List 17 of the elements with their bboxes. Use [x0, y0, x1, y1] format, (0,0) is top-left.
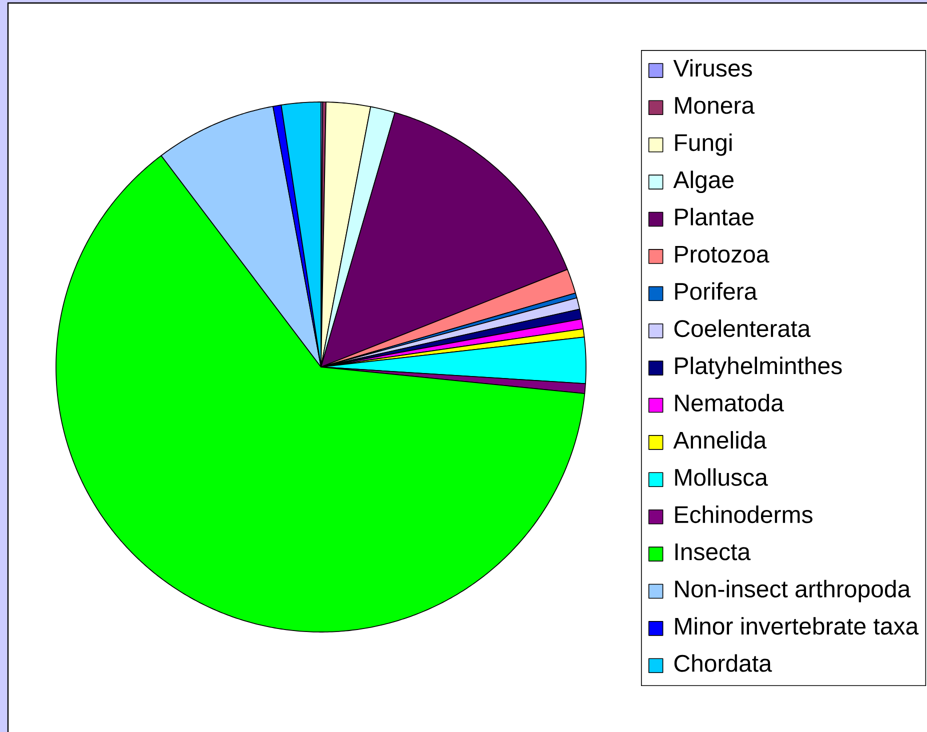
legend-label: Mollusca: [675, 468, 768, 486]
legend-label: Porifera: [675, 282, 758, 300]
legend-label: Monera: [675, 97, 755, 114]
legend-label: Insecta: [675, 544, 751, 560]
legend-label: Viruses: [673, 59, 752, 77]
legend-label: Non-insect arthropoda: [675, 580, 911, 602]
legend-label: Protozoa: [675, 246, 770, 263]
legend-label: Platyhelminthes: [675, 356, 842, 380]
legend-label: Minor invertebrate taxa: [675, 617, 919, 635]
legend-label: Plantae: [675, 208, 754, 226]
legend-label: Coelenterata: [674, 319, 811, 338]
legend-label: Chordata: [674, 654, 772, 672]
legend-label: Fungi: [675, 133, 732, 156]
legend-label: Algae: [673, 170, 734, 194]
legend-label: Annelida: [673, 431, 767, 449]
legend-label: Nematoda: [675, 394, 784, 412]
legend-label: Echinoderms: [675, 505, 812, 524]
